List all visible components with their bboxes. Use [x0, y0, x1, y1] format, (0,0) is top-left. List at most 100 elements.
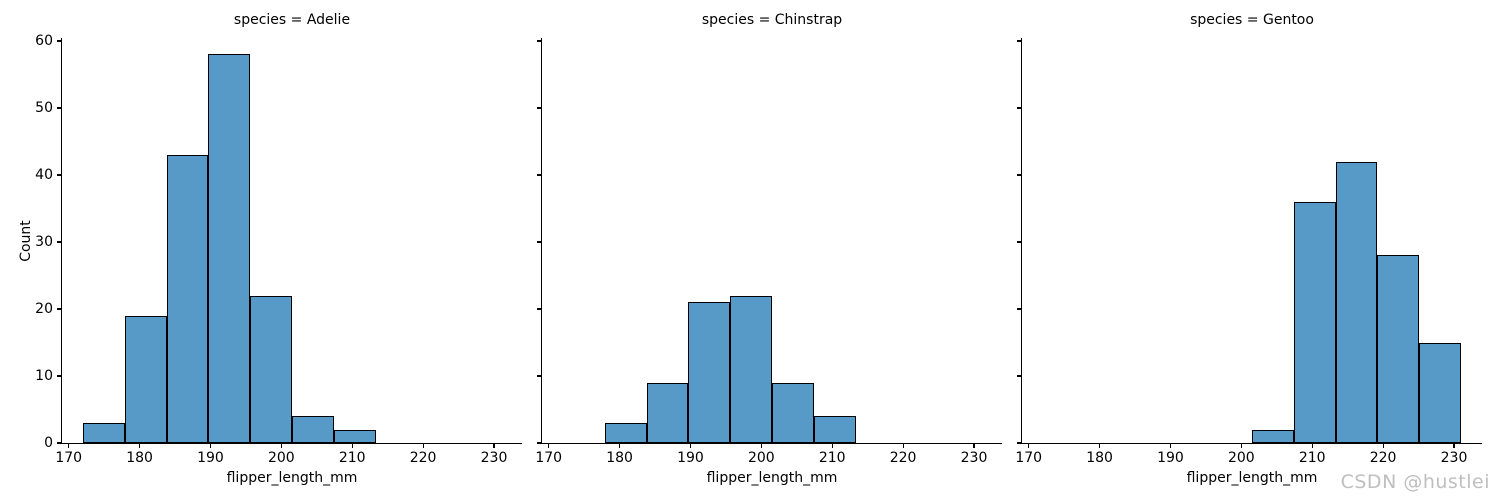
- x-tick-label: 180: [126, 450, 153, 466]
- y-tick-label: 40: [35, 167, 53, 183]
- x-tick-mark: [422, 444, 424, 449]
- x-tick-mark: [139, 444, 141, 449]
- x-tick-mark: [1382, 444, 1384, 449]
- x-tick-label: 190: [677, 450, 704, 466]
- y-tick-mark: [56, 241, 61, 243]
- x-tick-mark: [1311, 444, 1313, 449]
- y-tick-label: 10: [35, 368, 53, 384]
- histogram-bar: [333, 429, 376, 443]
- x-tick-label: 180: [1086, 450, 1113, 466]
- x-tick-mark: [1028, 444, 1030, 449]
- y-tick-mark: [56, 442, 61, 444]
- x-tick-label: 190: [197, 450, 224, 466]
- histogram-bar: [1252, 429, 1294, 443]
- y-tick-mark: [536, 375, 541, 377]
- facet-panel-chinstrap: species = Chinstrap 170 180 190 200 210 220 23…: [535, 12, 1002, 486]
- x-tick-label: 220: [409, 450, 437, 466]
- histogram-bar: [646, 382, 689, 443]
- x-tick-mark: [902, 444, 904, 449]
- x-tick-label: 200: [267, 450, 295, 466]
- x-tick-mark: [280, 444, 282, 449]
- y-tick-mark: [56, 174, 61, 176]
- y-tick-mark: [56, 375, 61, 377]
- y-tick-mark: [56, 308, 61, 310]
- x-axis-label: flipper_length_mm: [706, 470, 838, 486]
- plot-area-gentoo: 170 180 190 200 210 220 230: [1015, 38, 1482, 466]
- x-tick-mark: [351, 444, 353, 449]
- y-tick-mark: [1016, 241, 1021, 243]
- x-tick-mark: [209, 444, 212, 449]
- histogram-bar: [1335, 161, 1378, 443]
- bottom-spine: [1020, 443, 1482, 445]
- bottom-spine: [60, 443, 522, 445]
- bottom-spine: [540, 443, 1002, 445]
- histogram-bar: [813, 416, 856, 443]
- y-tick-label: 20: [35, 301, 53, 317]
- x-tick-mark: [689, 444, 692, 449]
- histogram-bar: [1293, 201, 1336, 443]
- histogram-bar: [772, 382, 814, 443]
- x-tick-mark: [1099, 444, 1101, 449]
- x-tick-mark: [1453, 444, 1455, 449]
- x-tick-label: 210: [818, 450, 846, 466]
- y-tick-mark: [536, 308, 541, 310]
- x-tick-label: 220: [1369, 450, 1397, 466]
- csdn-watermark: CSDN @hustlei: [1340, 471, 1490, 493]
- x-tick-label: 200: [1227, 450, 1255, 466]
- histogram-bar: [124, 315, 167, 443]
- x-tick-label: 230: [960, 450, 988, 466]
- left-spine: [540, 38, 542, 444]
- x-tick-mark: [548, 444, 550, 449]
- histogram-bar: [166, 154, 209, 443]
- y-tick-label: 30: [35, 234, 53, 250]
- histogram-bar: [82, 422, 125, 443]
- x-axis-label: flipper_length_mm: [1186, 470, 1318, 486]
- x-tick-mark: [493, 444, 495, 449]
- x-tick-mark: [760, 444, 762, 449]
- y-tick-label: 0: [44, 435, 53, 451]
- x-tick-mark: [619, 444, 621, 449]
- x-tick-mark: [831, 444, 833, 449]
- x-tick-mark: [973, 444, 975, 449]
- facet-title-adelie: species = Adelie: [233, 12, 351, 28]
- x-tick-label: 200: [747, 450, 775, 466]
- y-tick-mark: [1016, 308, 1021, 310]
- y-tick-mark: [536, 241, 541, 243]
- facet-title-gentoo: species = Gentoo: [1190, 12, 1314, 28]
- histogram-bar: [1377, 255, 1420, 443]
- y-tick-label: 60: [35, 33, 53, 50]
- histogram-bar: [208, 54, 251, 443]
- x-tick-label: 180: [606, 450, 633, 466]
- x-tick-label: 230: [480, 450, 508, 466]
- facet-title-chinstrap: species = Chinstrap: [701, 12, 843, 28]
- y-tick-mark: [536, 174, 541, 176]
- x-tick-label: 170: [55, 450, 83, 466]
- x-tick-label: 170: [1015, 450, 1043, 466]
- x-tick-mark: [68, 444, 70, 449]
- y-tick-mark: [536, 442, 541, 444]
- y-tick-mark: [1016, 375, 1021, 377]
- histogram-bar: [1419, 342, 1462, 443]
- plot-area-chinstrap: 170 180 190 200 210 220 230: [535, 38, 1002, 466]
- histogram-bar: [730, 295, 772, 443]
- histogram-bar: [604, 422, 647, 443]
- y-tick-mark: [1016, 174, 1021, 176]
- x-tick-label: 170: [535, 450, 563, 466]
- y-tick-mark: [1016, 107, 1021, 109]
- x-tick-mark: [1169, 444, 1172, 449]
- facet-panel-gentoo: species = Gentoo 170 180 190 200 210 220 230 f…: [1015, 12, 1482, 486]
- left-spine: [60, 38, 62, 444]
- plot-area-adelie: 170 180 190 200 210 220 230 0 10 20 30 40 50 60: [35, 33, 522, 466]
- histogram-bar: [250, 295, 292, 443]
- x-tick-label: 190: [1157, 450, 1184, 466]
- facet-panel-adelie: species = Adelie Count 170 180 190 200 210 22…: [18, 12, 522, 486]
- histogram-bar: [292, 416, 334, 443]
- y-tick-mark: [536, 40, 541, 42]
- x-tick-label: 230: [1440, 450, 1468, 466]
- x-axis-label: flipper_length_mm: [226, 470, 358, 486]
- left-spine: [1020, 38, 1022, 444]
- y-tick-mark: [1016, 40, 1021, 42]
- histogram-bar: [688, 302, 731, 443]
- y-tick-mark: [56, 107, 61, 109]
- x-tick-mark: [1240, 444, 1242, 449]
